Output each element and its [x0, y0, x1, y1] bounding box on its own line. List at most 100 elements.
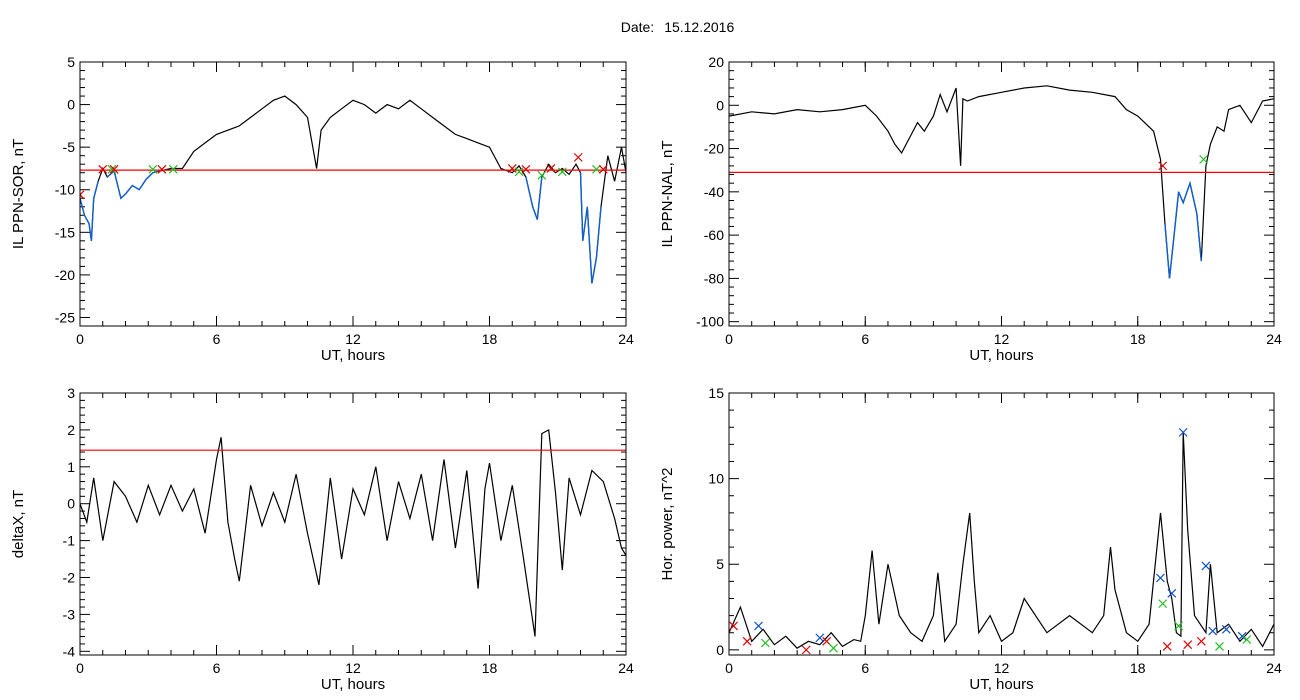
x-tick-label: 6 [213, 660, 221, 676]
y-tick-label: -10 [55, 182, 75, 198]
event-marker [760, 638, 770, 648]
series-line [729, 432, 1274, 649]
event-marker [1237, 631, 1247, 641]
event-marker [829, 643, 838, 653]
event-marker [557, 167, 567, 177]
series-highlight [1164, 180, 1202, 279]
plot-area [80, 428, 626, 637]
x-axis-label: UT, hours [321, 347, 385, 364]
x-tick-label: 6 [861, 331, 869, 347]
event-marker [822, 636, 832, 646]
plot-area [729, 85, 1274, 279]
x-tick-label: 0 [725, 331, 733, 347]
y-tick-label: 5 [716, 556, 724, 572]
y-axis-label: IL PPN-NAL, nT [659, 141, 676, 248]
x-tick-label: 12 [345, 331, 361, 347]
event-marker [1201, 561, 1211, 571]
y-tick-label: -25 [55, 309, 75, 325]
plot-frame [728, 392, 1275, 656]
event-marker [742, 636, 752, 646]
x-tick-label: 18 [1130, 331, 1146, 347]
event-marker [801, 645, 811, 655]
plot-frame [79, 392, 627, 656]
event-marker [546, 164, 556, 173]
x-tick-label: 24 [618, 660, 634, 676]
y-axis-label: Hor. power, nT^2 [659, 468, 676, 581]
x-tick-label: 18 [482, 660, 498, 676]
y-tick-label: -1 [63, 533, 76, 549]
series-highlight [80, 171, 626, 283]
y-tick-label: 2 [67, 422, 75, 438]
event-marker [80, 190, 85, 200]
x-tick-label: 12 [994, 660, 1010, 676]
event-marker [1183, 640, 1193, 650]
y-tick-label: 0 [716, 97, 724, 113]
event-marker [598, 164, 608, 174]
y-tick-label: 20 [708, 54, 724, 70]
series-line [729, 85, 1274, 279]
x-tick-label: 0 [76, 331, 84, 347]
y-tick-label: -3 [63, 606, 76, 622]
x-tick-label: 6 [861, 660, 869, 676]
x-tick-label: 18 [482, 331, 498, 347]
event-marker [148, 164, 158, 174]
event-marker [1156, 573, 1165, 583]
panel-power: 0 6 12 18 24 0 5 10 15 UT, hours Hor. power, nT^2 [659, 385, 1282, 693]
x-tick-label: 24 [618, 331, 634, 347]
x-axis-label: UT, hours [969, 676, 1033, 693]
x-tick-label: 12 [345, 660, 361, 676]
event-marker [98, 164, 108, 174]
x-tick-label: 24 [1266, 660, 1282, 676]
y-tick-label: -4 [63, 643, 76, 659]
figure-title: Date: 15.12.2016 [0, 19, 1300, 35]
series-line [80, 428, 626, 637]
event-marker [1158, 599, 1168, 609]
event-marker [1221, 624, 1231, 634]
plot-frame [79, 61, 627, 327]
series-line [80, 95, 626, 284]
event-marker [537, 170, 547, 180]
event-marker [573, 152, 583, 162]
event-marker [815, 633, 825, 643]
event-marker [1196, 636, 1206, 646]
x-tick-label: 18 [1130, 660, 1146, 676]
y-axis-label: deltaX, nT [10, 490, 27, 558]
y-tick-label: 15 [708, 385, 724, 401]
y-tick-label: 3 [67, 385, 75, 401]
plot-area [729, 427, 1274, 655]
y-tick-label: -100 [696, 314, 724, 330]
x-tick-label: 6 [213, 331, 221, 347]
y-tick-label: 0 [716, 642, 724, 658]
event-marker [1174, 621, 1184, 631]
event-marker [1158, 161, 1168, 171]
x-axis-label: UT, hours [969, 347, 1033, 364]
x-axis-label: UT, hours [321, 676, 385, 693]
y-tick-label: -20 [704, 141, 724, 157]
event-marker [157, 164, 167, 174]
y-tick-label: 0 [67, 97, 75, 113]
plot-area [80, 95, 626, 284]
event-marker [754, 621, 763, 631]
x-tick-label: 0 [725, 660, 733, 676]
y-tick-label: -2 [63, 570, 76, 586]
event-marker [1162, 642, 1172, 651]
event-marker [507, 164, 517, 173]
plot-frame [728, 61, 1275, 327]
event-marker [107, 164, 117, 174]
y-tick-label: 1 [67, 459, 75, 475]
y-axis-label: IL PPN-SOR, nT [10, 139, 27, 249]
event-marker [168, 164, 178, 174]
y-tick-label: 5 [67, 54, 75, 70]
event-marker [1215, 642, 1224, 651]
event-marker [592, 164, 601, 174]
event-marker [521, 164, 531, 174]
event-marker [109, 164, 119, 174]
x-tick-label: 0 [76, 660, 84, 676]
event-marker [1167, 588, 1177, 598]
y-tick-label: 10 [708, 471, 724, 487]
y-tick-label: -60 [704, 227, 724, 243]
x-tick-label: 24 [1266, 331, 1282, 347]
event-marker [514, 167, 524, 177]
event-marker [1199, 154, 1209, 164]
